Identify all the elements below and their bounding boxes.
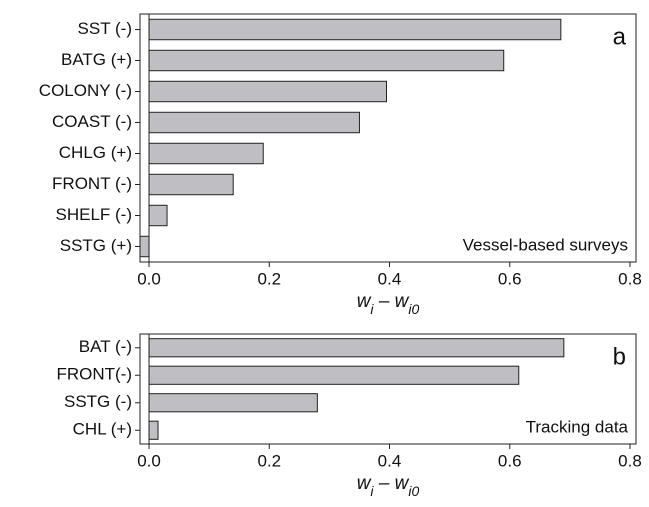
y-tick-label: FRONT (-) bbox=[52, 174, 132, 193]
y-tick-label: CHLG (+) bbox=[59, 143, 132, 162]
x-label-sub: i0 bbox=[408, 483, 419, 499]
x-label-sub: i bbox=[370, 301, 374, 317]
annotation: Tracking data bbox=[526, 417, 629, 436]
x-tick-label: 0.0 bbox=[137, 269, 161, 288]
x-tick-label: 0.6 bbox=[498, 269, 522, 288]
y-tick-label: BATG (+) bbox=[61, 50, 132, 69]
bar bbox=[148, 173, 234, 196]
bar bbox=[148, 365, 520, 385]
bar bbox=[148, 18, 562, 41]
x-axis-label: wi – wi0 bbox=[357, 291, 420, 317]
bar bbox=[148, 338, 565, 358]
x-label-sub: i bbox=[370, 483, 374, 499]
x-tick-label: 0.0 bbox=[137, 451, 161, 470]
y-tick-label: COAST (-) bbox=[52, 112, 132, 131]
annotation: Vessel-based surveys bbox=[463, 235, 628, 254]
y-tick-label: COLONY (-) bbox=[39, 81, 132, 100]
bar bbox=[139, 235, 150, 258]
x-label-part: – w bbox=[374, 291, 410, 312]
y-tick-label: SSTG (+) bbox=[60, 236, 132, 255]
panel-label: b bbox=[613, 343, 626, 370]
x-axis-label: wi – wi0 bbox=[357, 473, 420, 499]
x-label-part: w bbox=[357, 291, 372, 312]
x-tick-label: 0.8 bbox=[618, 451, 642, 470]
bar bbox=[148, 49, 505, 72]
x-tick-label: 0.4 bbox=[378, 269, 402, 288]
panel-label: a bbox=[613, 23, 627, 50]
y-tick-label: SSTG (-) bbox=[64, 392, 132, 411]
bar bbox=[148, 393, 318, 413]
x-tick-label: 0.4 bbox=[378, 451, 402, 470]
bar bbox=[148, 142, 264, 165]
y-tick-label: SHELF (-) bbox=[56, 205, 133, 224]
x-tick-label: 0.2 bbox=[257, 269, 281, 288]
x-label-part: w bbox=[357, 473, 372, 494]
bar bbox=[148, 80, 387, 103]
x-tick-label: 0.2 bbox=[257, 451, 281, 470]
y-tick-label: SST (-) bbox=[78, 19, 132, 38]
bar bbox=[148, 204, 168, 227]
plot-frame bbox=[139, 13, 637, 263]
bar bbox=[148, 420, 159, 440]
x-tick-label: 0.6 bbox=[498, 451, 522, 470]
y-tick-label: BAT (-) bbox=[79, 337, 132, 356]
y-tick-label: FRONT(-) bbox=[56, 365, 132, 384]
bar bbox=[148, 111, 360, 134]
x-label-sub: i0 bbox=[408, 301, 419, 317]
plot-frame bbox=[139, 333, 637, 445]
x-tick-label: 0.8 bbox=[618, 269, 642, 288]
x-label-part: – w bbox=[374, 473, 410, 494]
y-tick-label: CHL (+) bbox=[73, 420, 132, 439]
